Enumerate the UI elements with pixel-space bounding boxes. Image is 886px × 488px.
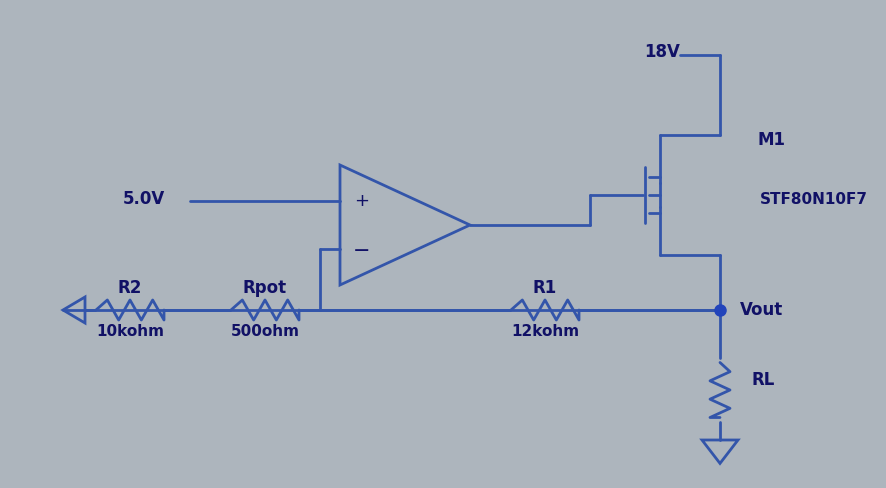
Text: M1: M1: [758, 131, 786, 149]
Text: −: −: [354, 241, 370, 261]
Text: 10kohm: 10kohm: [96, 325, 164, 340]
Text: R2: R2: [118, 279, 142, 297]
Text: 12kohm: 12kohm: [511, 325, 579, 340]
Text: 18V: 18V: [644, 43, 680, 61]
Text: 500ohm: 500ohm: [230, 325, 299, 340]
Text: Vout: Vout: [741, 301, 783, 319]
Text: STF80N10F7: STF80N10F7: [760, 192, 868, 207]
Text: Rpot: Rpot: [243, 279, 287, 297]
Text: 5.0V: 5.0V: [123, 190, 165, 208]
Text: R1: R1: [532, 279, 557, 297]
Text: +: +: [354, 192, 369, 210]
Text: RL: RL: [752, 371, 775, 389]
